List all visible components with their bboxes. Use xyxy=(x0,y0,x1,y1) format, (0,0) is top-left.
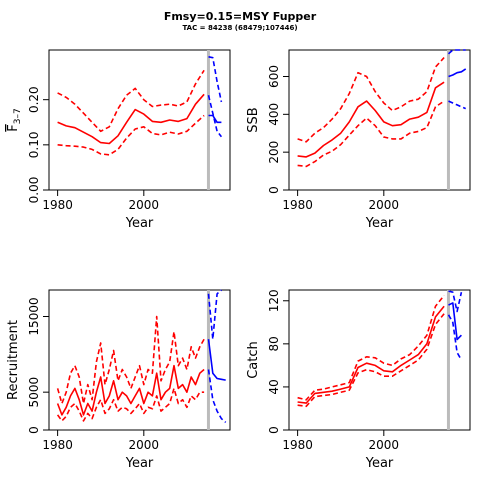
chart-title: Fmsy=0.15=MSY Fupper xyxy=(163,10,317,23)
top-left-series-upper xyxy=(57,69,205,133)
bottom-right-plot-frame xyxy=(288,289,471,431)
top-right-series-upper xyxy=(297,57,445,143)
bottom-right-y-tick-label: 120 xyxy=(267,289,281,312)
top-right-y-tick-label: 200 xyxy=(267,141,281,164)
bottom-left-y-tick-label: 15000 xyxy=(27,297,41,335)
bottom-right-x-tick-label: 2000 xyxy=(369,438,400,452)
top-left-x-tick-label: 1980 xyxy=(42,198,73,212)
bottom-right-series-lower xyxy=(297,313,445,408)
top-left-y-tick-label: 0.10 xyxy=(27,131,41,158)
bottom-right-series-projection-lower xyxy=(447,314,463,361)
bottom-left-x-axis-label: Year xyxy=(125,456,154,471)
top-left-y-tick-label: 0.00 xyxy=(27,177,41,204)
bottom-left-series-projection-lower xyxy=(207,369,227,423)
bottom-left-y-tick-label: 5000 xyxy=(27,377,41,408)
bottom-right-y-tick-label: 0 xyxy=(267,426,281,434)
bottom-left-series-projection-median xyxy=(207,339,226,381)
bottom-left-series-projection-upper xyxy=(207,289,222,341)
bottom-left-series-lower xyxy=(56,387,205,422)
bottom-left-y-tick-label: 0 xyxy=(27,426,41,434)
top-right-series-median xyxy=(297,81,445,158)
bottom-left-x-tick-label: 2000 xyxy=(129,438,160,452)
top-right-series-projection-median xyxy=(448,68,467,78)
top-left-y-axis-label: F3–7 xyxy=(6,108,23,131)
bottom-left-y-axis-label: Recruitment xyxy=(6,320,21,400)
top-right-series-projection-upper xyxy=(447,49,466,55)
chart-subtitle: TAC = 84238 (68479;107446) xyxy=(182,24,298,32)
bottom-right-series-projection-median xyxy=(448,302,462,341)
top-left-series-projection-lower xyxy=(207,95,223,138)
top-right-x-tick-label: 1980 xyxy=(282,198,313,212)
top-left-x-tick-label: 2000 xyxy=(129,198,160,212)
top-right-series-projection-lower xyxy=(448,100,467,110)
top-right-y-axis-label: SSB xyxy=(246,107,261,132)
bottom-right-y-axis-label: Catch xyxy=(246,341,261,379)
top-right-plot-frame xyxy=(288,49,471,191)
top-right-x-axis-label: Year xyxy=(365,216,394,231)
top-right-series-lower xyxy=(297,100,445,168)
bottom-left-plot-frame xyxy=(48,289,231,431)
top-left-series-median xyxy=(57,93,205,145)
top-left-x-axis-label: Year xyxy=(125,216,154,231)
bottom-left-x-tick-label: 1980 xyxy=(42,438,73,452)
top-right-y-tick-label: 0 xyxy=(267,186,281,194)
bottom-right-series-median xyxy=(297,305,445,404)
bottom-right-series-projection-upper xyxy=(448,290,463,313)
bottom-right-x-axis-label: Year xyxy=(365,456,394,471)
bottom-right-y-tick-label: 40 xyxy=(267,379,281,394)
top-left-plot-frame xyxy=(48,49,231,191)
bottom-left-series-upper xyxy=(56,315,205,405)
top-left-series-lower xyxy=(57,114,205,156)
bottom-left-series-median xyxy=(56,364,205,416)
bottom-right-x-tick-label: 1980 xyxy=(282,438,313,452)
top-left-y-tick-label: 0.20 xyxy=(27,86,41,113)
bottom-right-y-tick-label: 80 xyxy=(267,336,281,351)
top-right-y-tick-label: 600 xyxy=(267,65,281,88)
top-right-y-tick-label: 400 xyxy=(267,103,281,126)
top-right-x-tick-label: 2000 xyxy=(369,198,400,212)
top-left-series-projection-upper xyxy=(208,56,223,103)
bottom-right-series-upper xyxy=(297,294,445,401)
